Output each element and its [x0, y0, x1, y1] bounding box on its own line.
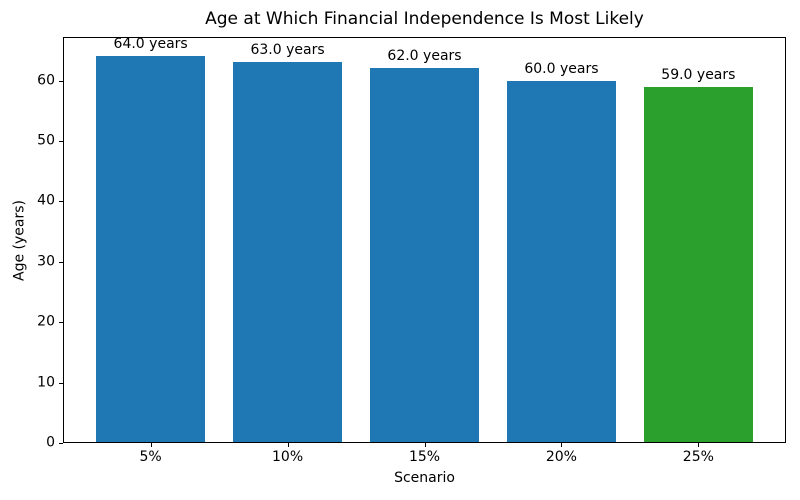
bar-value-label: 63.0 years — [250, 42, 325, 59]
bar-value-label: 59.0 years — [661, 66, 736, 83]
x-tick-label: 15% — [408, 449, 441, 465]
y-tick-label: 50 — [37, 132, 55, 149]
y-tick-mark — [59, 140, 63, 142]
bar-value-label: 64.0 years — [113, 36, 188, 53]
x-tick-mark — [150, 443, 152, 447]
bar — [232, 62, 343, 443]
y-tick-label: 60 — [37, 72, 55, 88]
bar — [643, 86, 754, 443]
x-tick-label: 25% — [682, 449, 714, 465]
x-axis-label: Scenario — [394, 470, 455, 486]
y-tick-label: 30 — [37, 253, 55, 270]
y-tick-label: 40 — [37, 192, 55, 209]
bar — [369, 68, 480, 443]
bar-value-label: 60.0 years — [524, 60, 599, 77]
x-tick-mark — [424, 443, 426, 447]
y-tick-label: 10 — [37, 374, 55, 391]
y-tick-label: 20 — [37, 313, 55, 330]
x-tick-label: 20% — [545, 449, 577, 465]
y-tick-mark — [59, 261, 63, 263]
y-tick-mark — [59, 443, 63, 444]
x-tick-mark — [561, 443, 563, 447]
bar — [95, 56, 206, 443]
x-tick-mark — [698, 443, 700, 447]
y-tick-mark — [59, 322, 63, 324]
x-tick-label: 10% — [272, 449, 304, 465]
y-tick-mark — [59, 201, 63, 203]
bar — [506, 80, 617, 443]
y-tick-label: 0 — [46, 434, 55, 451]
y-tick-mark — [59, 80, 63, 82]
chart-title: Age at Which Financial Independence Is M… — [205, 9, 644, 29]
y-tick-mark — [59, 382, 63, 384]
x-tick-label: 5% — [139, 449, 162, 465]
x-tick-mark — [287, 443, 289, 447]
plot-area — [63, 37, 786, 443]
bar-value-label: 62.0 years — [387, 48, 462, 65]
